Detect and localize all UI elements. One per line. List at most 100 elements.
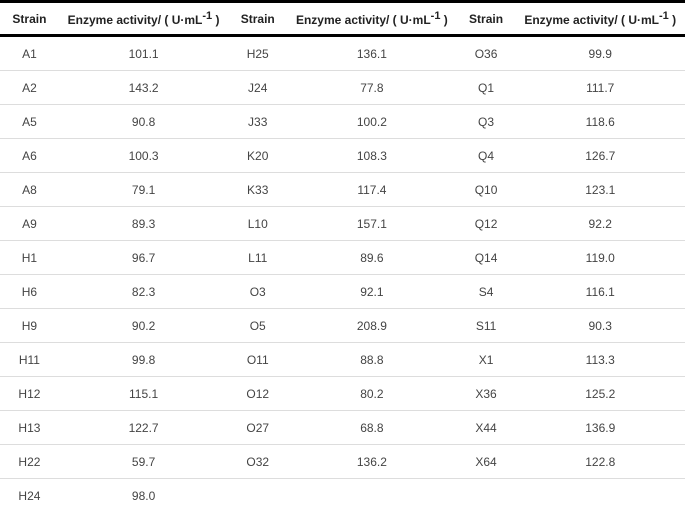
strain-cell: S11 bbox=[456, 308, 516, 343]
strain-cell: A8 bbox=[0, 172, 59, 207]
strain-cell: X64 bbox=[456, 444, 516, 479]
activity-cell: 99.9 bbox=[515, 35, 685, 71]
activity-cell: 208.9 bbox=[287, 308, 457, 343]
header-activity-exponent: -1 bbox=[202, 10, 213, 22]
activity-cell: 111.7 bbox=[515, 70, 685, 105]
header-activity-close: ) bbox=[668, 13, 677, 27]
table-row: A2 143.2 J24 77.8 Q1 111.7 bbox=[0, 70, 685, 105]
activity-cell: 136.2 bbox=[287, 444, 457, 479]
strain-cell: Q4 bbox=[456, 138, 516, 173]
strain-cell: Q3 bbox=[456, 104, 516, 139]
strain-cell: H11 bbox=[0, 342, 59, 377]
activity-cell: 118.6 bbox=[515, 104, 685, 139]
strain-cell: O12 bbox=[228, 376, 288, 411]
activity-cell: 125.2 bbox=[515, 376, 685, 411]
strain-cell: Q14 bbox=[456, 240, 516, 275]
strain-cell: J33 bbox=[228, 104, 288, 139]
strain-cell: O3 bbox=[228, 274, 288, 309]
header-strain: Strain bbox=[456, 1, 516, 37]
table-row: H22 59.7 O32 136.2 X64 122.8 bbox=[0, 444, 685, 479]
table-body: A1 101.1 H25 136.1 O36 99.9 A2 143.2 J24 77.8 Q1 11… bbox=[0, 35, 685, 513]
activity-cell: 90.3 bbox=[515, 308, 685, 343]
activity-cell: 82.3 bbox=[58, 274, 229, 309]
strain-cell: X44 bbox=[456, 410, 516, 445]
activity-cell: 68.8 bbox=[287, 410, 457, 445]
activity-cell: 79.1 bbox=[58, 172, 229, 207]
table-row: H9 90.2 O5 208.9 S11 90.3 bbox=[0, 308, 685, 343]
activity-cell: 88.8 bbox=[287, 342, 457, 377]
strain-cell: L11 bbox=[228, 240, 288, 275]
activity-cell: 136.9 bbox=[515, 410, 685, 445]
header-enzyme-activity: Enzyme activity/ ( U·mL-1 ) bbox=[287, 1, 457, 37]
header-activity-text: Enzyme activity/ ( U·mL bbox=[67, 13, 203, 27]
activity-cell: 113.3 bbox=[515, 342, 685, 377]
strain-cell: H1 bbox=[0, 240, 59, 275]
activity-cell bbox=[287, 479, 456, 513]
header-enzyme-activity: Enzyme activity/ ( U·mL-1 ) bbox=[58, 1, 229, 37]
activity-cell: 143.2 bbox=[58, 70, 229, 105]
strain-cell: H24 bbox=[18, 488, 41, 503]
strain-cell: O36 bbox=[456, 35, 516, 71]
header-enzyme-activity: Enzyme activity/ ( U·mL-1 ) bbox=[515, 1, 685, 37]
table-row: A6 100.3 K20 108.3 Q4 126.7 bbox=[0, 138, 685, 173]
strain-cell: Q12 bbox=[456, 206, 516, 241]
activity-cell: 100.2 bbox=[287, 104, 457, 139]
strain-cell: O11 bbox=[228, 342, 288, 377]
activity-cell: 92.1 bbox=[287, 274, 457, 309]
header-activity-close: ) bbox=[440, 13, 448, 27]
activity-cell: 92.2 bbox=[515, 206, 685, 241]
strain-cell: O32 bbox=[228, 444, 288, 479]
header-activity-exponent: -1 bbox=[659, 10, 669, 22]
strain-cell: H6 bbox=[0, 274, 59, 309]
strain-cell: A6 bbox=[0, 138, 59, 173]
activity-cell: 90.8 bbox=[58, 104, 229, 139]
header-strain: Strain bbox=[228, 1, 288, 37]
strain-cell: L10 bbox=[228, 206, 288, 241]
activity-cell: 98.0 bbox=[131, 488, 156, 503]
table-row: H1 96.7 L11 89.6 Q14 119.0 bbox=[0, 240, 685, 275]
strain-cell: H12 bbox=[0, 376, 59, 411]
activity-cell: 108.3 bbox=[287, 138, 457, 173]
activity-cell: 115.1 bbox=[58, 376, 229, 411]
activity-cell: 89.3 bbox=[58, 206, 229, 241]
activity-cell: 126.7 bbox=[515, 138, 685, 173]
strain-cell: A1 bbox=[0, 35, 59, 71]
strain-cell: X1 bbox=[456, 342, 516, 377]
strain-cell: O5 bbox=[228, 308, 288, 343]
activity-cell bbox=[515, 479, 685, 513]
activity-cell: 96.7 bbox=[58, 240, 229, 275]
strain-cell: H22 bbox=[0, 444, 59, 479]
strain-cell bbox=[228, 479, 287, 513]
activity-cell: 122.7 bbox=[58, 410, 229, 445]
activity-cell: 101.1 bbox=[58, 35, 229, 71]
table-row: H24 98.0 bbox=[0, 479, 685, 513]
header-activity-exponent: -1 bbox=[430, 10, 441, 22]
table-row: H6 82.3 O3 92.1 S4 116.1 bbox=[0, 274, 685, 309]
activity-cell: 59.7 bbox=[58, 444, 229, 479]
strain-cell: H13 bbox=[0, 410, 59, 445]
strain-cell: X36 bbox=[456, 376, 516, 411]
activity-cell: 117.4 bbox=[287, 172, 457, 207]
table-row: A5 90.8 J33 100.2 Q3 118.6 bbox=[0, 104, 685, 139]
strain-cell: K33 bbox=[228, 172, 288, 207]
activity-cell: 89.6 bbox=[287, 240, 457, 275]
strain-cell: Q10 bbox=[456, 172, 516, 207]
header-activity-close: ) bbox=[212, 13, 220, 27]
strain-cell: A9 bbox=[0, 206, 59, 241]
header-row: Strain Enzyme activity/ ( U·mL-1 ) Strain E… bbox=[0, 1, 685, 37]
activity-cell: 116.1 bbox=[515, 274, 685, 309]
strain-cell: O27 bbox=[228, 410, 288, 445]
table-row: H13 122.7 O27 68.8 X44 136.9 bbox=[0, 410, 685, 445]
table-row: A9 89.3 L10 157.1 Q12 92.2 bbox=[0, 206, 685, 241]
strain-cell bbox=[457, 479, 516, 513]
activity-cell: 77.8 bbox=[287, 70, 457, 105]
strain-cell: J24 bbox=[228, 70, 288, 105]
strain-cell: A5 bbox=[0, 104, 59, 139]
activity-cell: 80.2 bbox=[287, 376, 457, 411]
strain-cell: H9 bbox=[0, 308, 59, 343]
strain-cell: Q1 bbox=[456, 70, 516, 105]
header-strain: Strain bbox=[0, 1, 59, 37]
table-row: H11 99.8 O11 88.8 X1 113.3 bbox=[0, 342, 685, 377]
activity-cell: 157.1 bbox=[287, 206, 457, 241]
